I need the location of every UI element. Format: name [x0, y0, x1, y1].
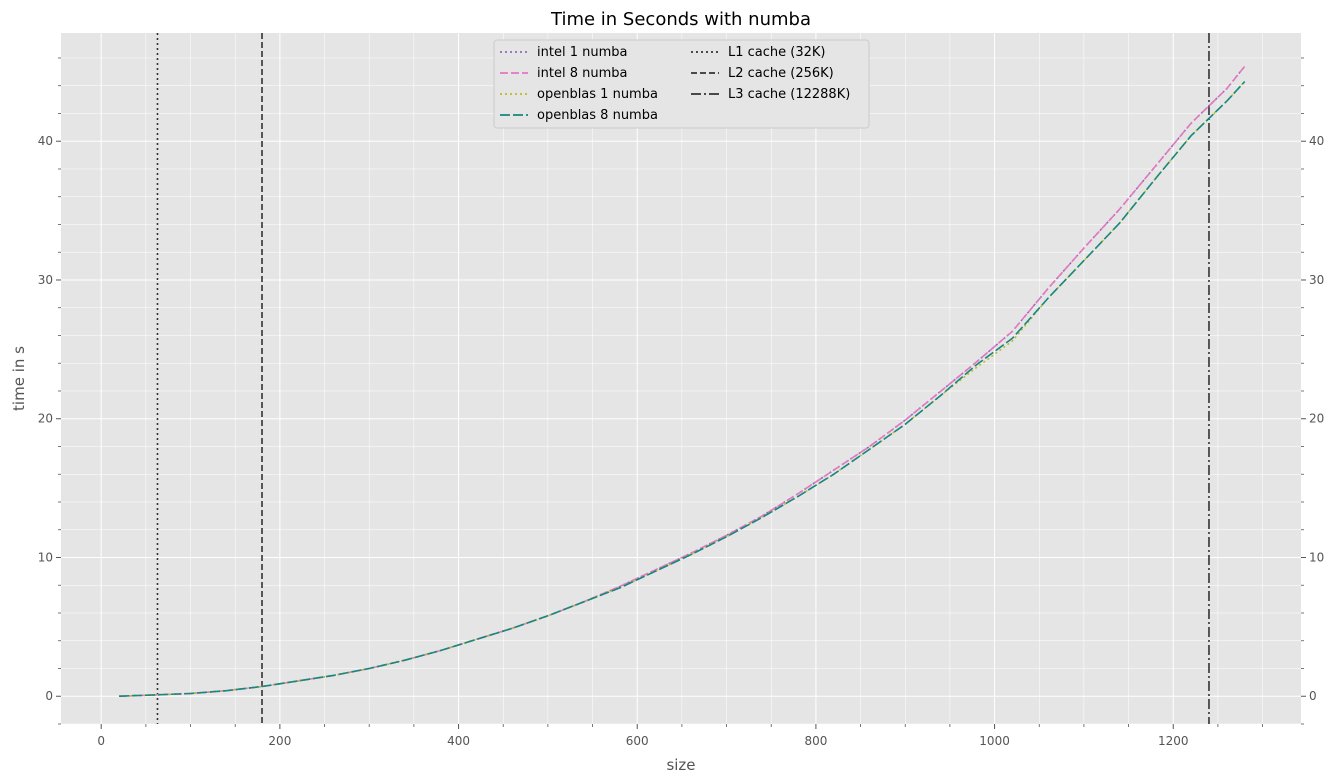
legend-label: intel 8 numba [537, 66, 627, 81]
x-tick-label: 0 [97, 734, 105, 748]
y-tick-label-left: 20 [38, 412, 53, 426]
y-tick-label-right: 30 [1309, 273, 1324, 287]
y-tick-label-right: 40 [1309, 134, 1324, 148]
x-tick-label: 200 [268, 734, 291, 748]
y-tick-label-right: 0 [1309, 689, 1317, 703]
y-tick-label-right: 20 [1309, 412, 1324, 426]
x-axis-label: size [666, 756, 695, 774]
series-line [119, 81, 1246, 697]
x-tick-label: 1000 [979, 734, 1010, 748]
chart-title: Time in Seconds with numba [550, 9, 811, 30]
legend-label: L1 cache (32K) [728, 45, 826, 60]
legend-label: intel 1 numba [537, 45, 627, 60]
y-axis-label: time in s [10, 346, 28, 411]
axis-ticks: 0 200 400 600 800 1000 1200 0 0 10 10 20 20 30 30 40 40 [38, 57, 1324, 748]
minor-grid [61, 33, 1301, 725]
x-tick-label: 600 [626, 734, 649, 748]
x-tick-label: 400 [447, 734, 470, 748]
major-grid [61, 33, 1301, 724]
x-tick-label: 800 [804, 734, 827, 748]
y-tick-label-right: 10 [1309, 550, 1324, 564]
legend-label: L3 cache (12288K) [728, 87, 850, 102]
y-tick-label-left: 40 [38, 134, 53, 148]
plot-area [61, 33, 1301, 724]
cache-lines [156, 33, 1210, 724]
legend-label: openblas 1 numba [537, 87, 658, 102]
y-tick-label-left: 0 [45, 689, 53, 703]
y-tick-label-left: 10 [38, 550, 53, 564]
y-tick-label-left: 30 [38, 273, 53, 287]
x-tick-label: 1200 [1158, 734, 1189, 748]
series-group [119, 65, 1246, 697]
legend-box [493, 39, 870, 129]
legend-label: L2 cache (256K) [728, 66, 834, 81]
legend: intel 1 numba intel 8 numba openblas 1 num… [493, 39, 870, 129]
legend-label: openblas 8 numba [537, 108, 658, 123]
